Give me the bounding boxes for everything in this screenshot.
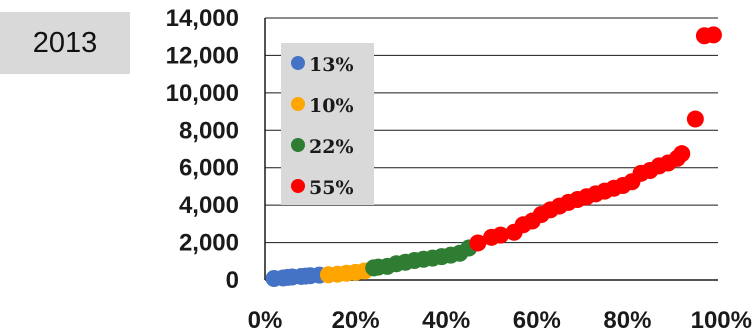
x-tick-label: 40%	[422, 307, 470, 334]
y-tick-label: 6,000	[179, 155, 239, 182]
x-tick-label: 0%	[248, 307, 283, 334]
y-tick-label: 10,000	[166, 80, 239, 107]
legend-marker	[291, 138, 305, 152]
y-tick-label: 0	[226, 267, 239, 294]
legend-label: 13%	[309, 54, 354, 76]
data-point	[686, 110, 704, 128]
y-tick-label: 4,000	[179, 192, 239, 219]
x-tick-label: 100%	[691, 307, 752, 334]
data-point	[704, 26, 722, 44]
data-point	[492, 226, 510, 244]
legend-marker	[291, 56, 305, 70]
data-point	[469, 234, 487, 252]
x-tick-label: 60%	[513, 307, 561, 334]
data-points	[265, 26, 722, 288]
y-tick-label: 8,000	[179, 117, 239, 144]
data-point	[673, 145, 691, 163]
legend-background	[281, 43, 374, 205]
year-label: 2013	[0, 12, 130, 74]
y-tick-label: 12,000	[166, 42, 239, 69]
y-tick-label: 2,000	[179, 230, 239, 257]
y-tick-label: 14,000	[166, 5, 239, 32]
legend-marker	[291, 97, 305, 111]
y-axis-ticks: 0 2,000 4,000 6,000 8,000 10,000 12,000 14,000	[166, 5, 239, 294]
legend: 13% 10% 22% 55%	[281, 43, 374, 205]
legend-label: 55%	[309, 177, 354, 199]
legend-marker	[291, 179, 305, 193]
legend-label: 10%	[309, 95, 354, 117]
legend-label: 22%	[309, 136, 354, 158]
x-axis-ticks: 0% 20% 40% 60% 80% 100%	[248, 307, 752, 334]
x-tick-label: 20%	[332, 307, 380, 334]
x-tick-label: 80%	[603, 307, 651, 334]
